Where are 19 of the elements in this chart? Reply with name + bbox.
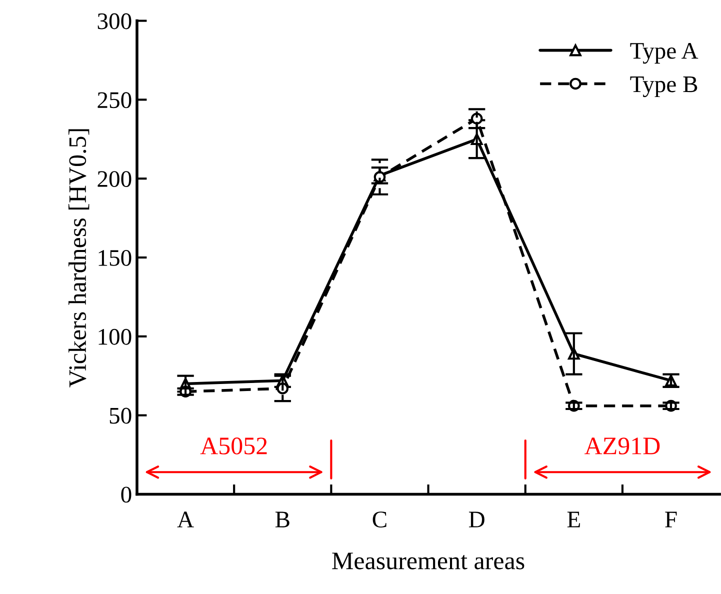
x-tick-label: D <box>468 512 484 528</box>
y-tick-label: 0 <box>121 486 132 503</box>
y-tick-label: 300 <box>98 13 132 30</box>
x-axis-title: Measurement areas <box>332 552 524 570</box>
legend-label: Type B <box>630 76 698 98</box>
x-tick-label: C <box>372 512 386 528</box>
x-tick-label: B <box>275 512 290 528</box>
annotation: AZ91D <box>584 438 660 454</box>
annotation: A5052 <box>200 438 267 454</box>
x-tick-label: F <box>665 512 677 528</box>
y-tick-label: 50 <box>110 408 132 424</box>
y-tick-label: 250 <box>98 92 132 108</box>
y-tick-label: 100 <box>98 328 132 345</box>
x-tick-label: E <box>567 512 580 528</box>
y-tick-label: 150 <box>98 250 132 266</box>
y-axis-title: Vickers hardness [HV0.5] <box>68 129 90 388</box>
x-tick-label: A <box>177 512 194 528</box>
legend-label: Type A <box>630 42 698 64</box>
y-tick-label: 200 <box>98 171 132 188</box>
